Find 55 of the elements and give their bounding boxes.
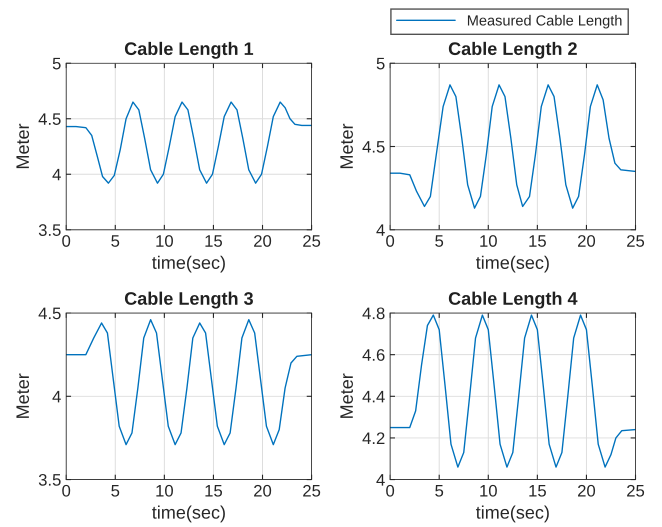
y-tick-label: 4.5 bbox=[38, 308, 61, 320]
x-tick-label: 5 bbox=[435, 235, 444, 247]
y-tick-label: 4.6 bbox=[362, 349, 385, 361]
x-tick-label: 0 bbox=[386, 235, 394, 247]
x-tick-label: 20 bbox=[254, 235, 272, 247]
chart-title: Cable Length 4 bbox=[448, 292, 578, 309]
y-axis-title: Meter bbox=[340, 374, 353, 418]
y-tick-label: 4.8 bbox=[362, 307, 385, 320]
x-tick-label: 15 bbox=[205, 235, 222, 247]
line-series bbox=[66, 101, 312, 184]
y-tick-label: 4.5 bbox=[362, 141, 385, 153]
x-tick-label: 10 bbox=[156, 235, 173, 247]
y-tick-label: 5 bbox=[52, 58, 61, 70]
x-tick-label: 0 bbox=[62, 484, 70, 497]
x-tick-label: 20 bbox=[578, 235, 596, 247]
x-tick-label: 15 bbox=[529, 485, 546, 497]
line-series bbox=[390, 84, 636, 209]
x-tick-label: 5 bbox=[111, 235, 120, 247]
y-tick-label: 3.5 bbox=[38, 224, 61, 236]
y-axis-title: Meter bbox=[16, 374, 30, 418]
x-axis-title: time(sec) bbox=[476, 506, 549, 522]
x-tick-label: 20 bbox=[254, 484, 272, 497]
x-tick-label: 25 bbox=[627, 484, 644, 497]
x-axis-title: time(sec) bbox=[152, 506, 225, 522]
x-tick-label: 0 bbox=[386, 484, 394, 497]
x-tick-label: 10 bbox=[480, 235, 497, 247]
x-tick-label: 10 bbox=[156, 484, 173, 497]
y-tick-label: 4.5 bbox=[38, 113, 61, 125]
x-axis-title: time(sec) bbox=[152, 256, 225, 273]
x-tick-label: 20 bbox=[578, 484, 596, 497]
chart-title: Cable Length 2 bbox=[448, 42, 577, 59]
x-tick-label: 10 bbox=[480, 484, 497, 497]
x-axis-title: time(sec) bbox=[476, 256, 549, 273]
x-tick-label: 15 bbox=[205, 485, 222, 497]
y-tick-label: 4 bbox=[52, 390, 61, 402]
legend-label: Measured Cable Length bbox=[468, 14, 622, 28]
y-tick-label: 3.5 bbox=[38, 474, 61, 486]
chart-title: Cable Length 3 bbox=[124, 292, 253, 309]
x-tick-label: 25 bbox=[303, 484, 320, 497]
y-axis-title: Meter bbox=[16, 124, 30, 168]
y-tick-label: 4 bbox=[376, 224, 385, 236]
x-tick-label: 5 bbox=[435, 485, 444, 497]
y-tick-label: 5 bbox=[376, 58, 385, 70]
y-tick-label: 4 bbox=[376, 474, 385, 486]
y-tick-label: 4.2 bbox=[362, 432, 384, 444]
chart-title: Cable Length 1 bbox=[124, 42, 254, 59]
y-tick-label: 4.4 bbox=[362, 390, 385, 402]
x-tick-label: 25 bbox=[303, 235, 320, 247]
y-axis-title: Meter bbox=[340, 124, 353, 168]
x-tick-label: 0 bbox=[62, 235, 70, 247]
x-tick-label: 15 bbox=[529, 235, 546, 247]
x-tick-label: 5 bbox=[111, 485, 120, 497]
line-series bbox=[66, 319, 312, 446]
x-tick-label: 25 bbox=[627, 235, 644, 247]
y-tick-label: 4 bbox=[52, 168, 61, 180]
